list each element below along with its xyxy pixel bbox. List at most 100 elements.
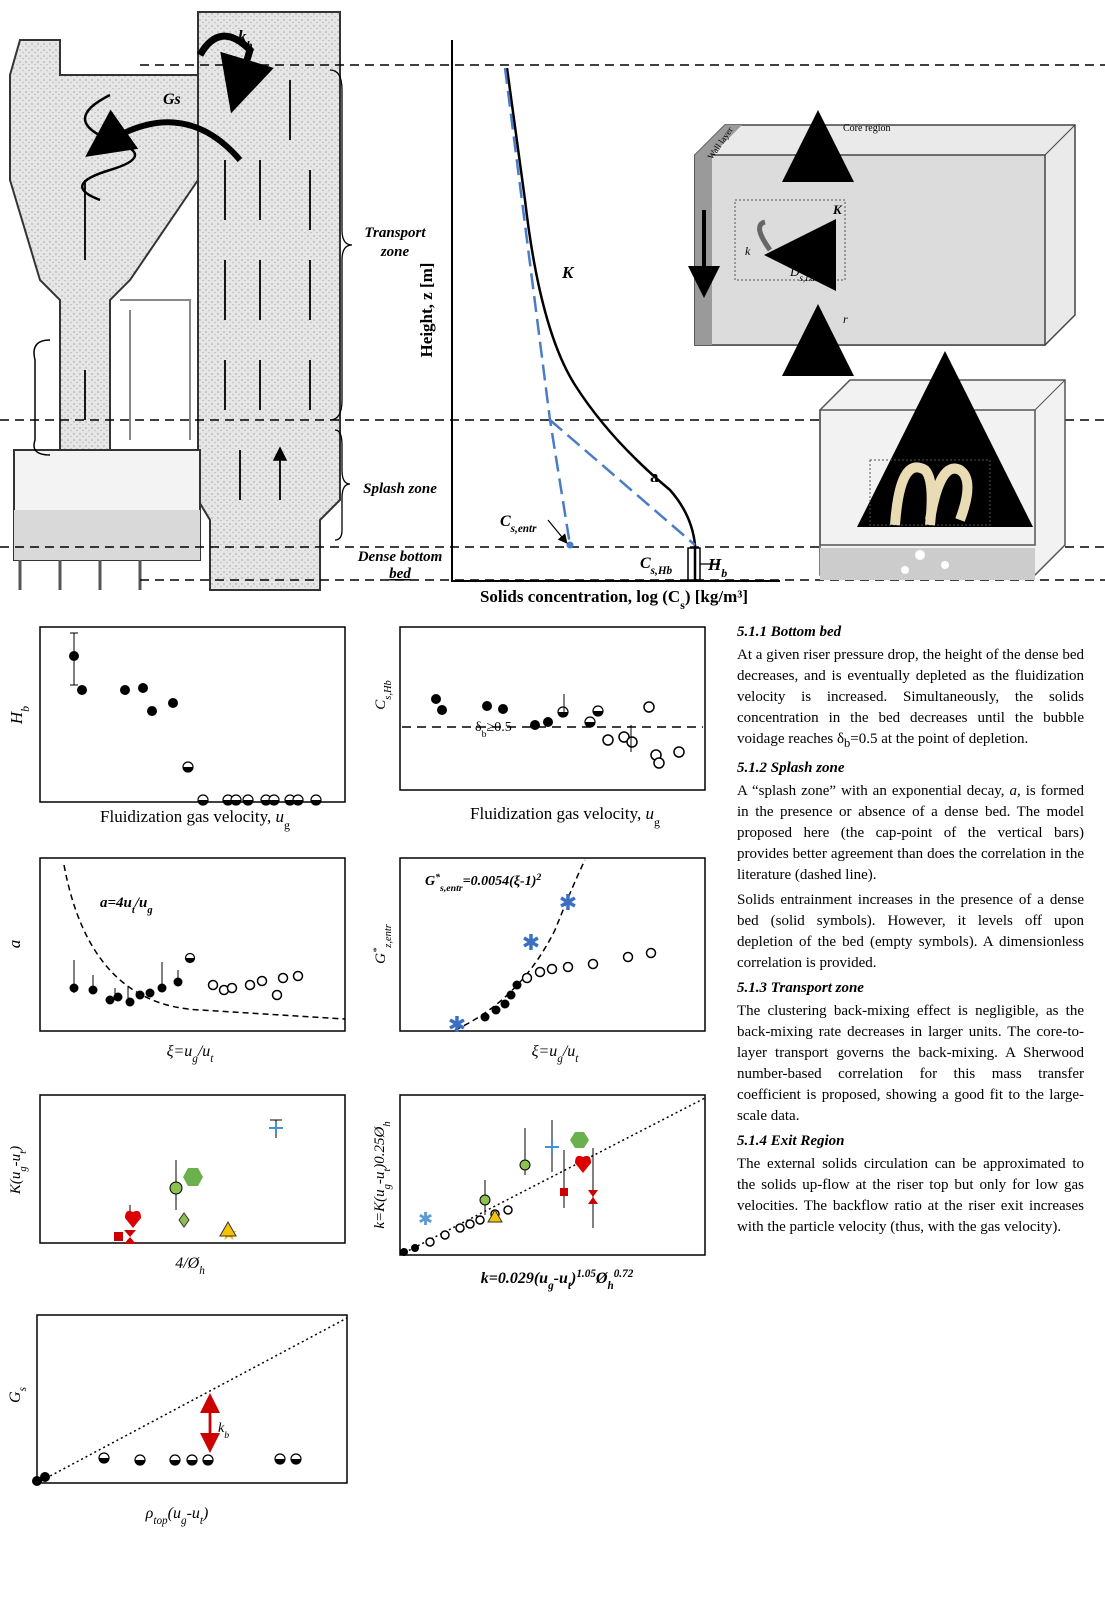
text-part: δ (475, 720, 482, 735)
text-part: t (18, 1150, 29, 1154)
annotation: δb≥0.5 (475, 720, 512, 740)
text-part: Solids entrainment increases in the pres… (737, 892, 1084, 971)
text-part: t (200, 1515, 204, 1527)
text-part: s (17, 1386, 29, 1391)
annotation: kb (218, 1421, 229, 1441)
section-heading: 5.1.4 Exit Region (737, 1133, 845, 1149)
svg-text:✱: ✱ (448, 1012, 466, 1037)
svg-text:✱: ✱ (559, 890, 577, 915)
text-part: z,entr (383, 923, 394, 949)
text-part: ) [kg/m³] (685, 587, 748, 606)
x-axis-label: ρtop(ug-ut) (145, 1505, 209, 1527)
text-part: top (153, 1515, 168, 1527)
text-part: k=K(u (372, 1189, 388, 1228)
box-label: r (843, 312, 848, 326)
text-part: -u (554, 1270, 568, 1287)
curve-label: Cs,entr (500, 513, 537, 535)
paragraph: At a given riser pressure drop, the heig… (737, 645, 1084, 754)
curve-label: a (650, 467, 659, 486)
text-part: s (680, 598, 685, 612)
text-part: D (789, 264, 800, 279)
text-part: g (284, 818, 290, 832)
text-part: t (575, 1053, 579, 1065)
text-part: u (646, 804, 655, 823)
text-part: g (547, 1280, 554, 1292)
y-axis-label: a (5, 940, 24, 949)
text-part: s,entr (510, 523, 537, 535)
text-part: 2 (535, 872, 541, 883)
zone-label: Transport (364, 225, 426, 241)
x-axis-label: ξ=ug/ut (532, 1043, 580, 1065)
text-part: t (568, 1280, 572, 1292)
text-part: ρ (145, 1505, 154, 1522)
box-label: a (973, 454, 979, 466)
text-part: a (5, 940, 24, 949)
zone-label: Dense bottom (357, 549, 443, 565)
text-part: k (238, 27, 247, 46)
curve-label: Hb (707, 555, 727, 580)
entrainment-box: Gs,entr a (819, 351, 1066, 580)
box-label: Core region (843, 123, 891, 134)
text-part: Fluidization gas velocity, (100, 807, 275, 826)
plot: Gs ρtop(ug-ut) kb (7, 1314, 348, 1527)
text-part: b (224, 1430, 229, 1441)
text-part: ξ=u (167, 1043, 193, 1060)
y-axis-label: Cs,Hb (373, 680, 394, 710)
plot: K(ug-ut) 4/Øh ★ (8, 1094, 346, 1277)
text-part: )0.25Ø (372, 1125, 388, 1169)
text-part: =0.5 at the point of depletion. (850, 731, 1029, 747)
plot: Cs,Hb Fluidization gas velocity, ug δb≥0… (373, 626, 706, 829)
text-part: (u (168, 1505, 181, 1522)
text-part: g (382, 1184, 393, 1189)
text-column: 5.1.1 Bottom bed At a given riser pressur… (737, 618, 1084, 1242)
box-label: k (745, 244, 751, 258)
section-heading: 5.1.2 Splash zone (737, 760, 845, 776)
boiler-diagram: kb Gs Transport zone Splash zone Dense b… (9, 11, 450, 591)
curve-label: K (561, 263, 575, 282)
box-label: K (832, 202, 843, 217)
text-part: , is formed in the presence or absence o… (737, 783, 1084, 883)
text-part: b (482, 729, 487, 740)
text-part: g (181, 1515, 187, 1527)
text-part: g (192, 1053, 198, 1065)
text-part: C (373, 699, 389, 710)
text-part: a=4u (100, 895, 132, 911)
section-heading: 5.1.1 Bottom bed (737, 624, 842, 640)
x-axis-label: k=0.029(ug-ut)1.05Øh0.72 (481, 1268, 634, 1292)
text-part: g (146, 905, 152, 916)
text-part: b (721, 566, 727, 580)
plot: k=K(ug-ut)0.25Øh k=0.029(ug-ut)1.05Øh0.7… (372, 1094, 706, 1292)
zone-label: Splash zone (363, 481, 437, 497)
text-part: b (247, 38, 253, 52)
text-part: ξ=u (532, 1043, 558, 1060)
y-axis-label: K(ug-ut) (8, 1146, 29, 1195)
text-part: g (18, 1166, 29, 1171)
text-part: The clustering back-mixing effect is neg… (737, 1003, 1084, 1124)
curve-label: Cs,Hb (640, 555, 673, 577)
text-part: ) (569, 1270, 576, 1287)
text-part: h (382, 1121, 393, 1126)
text-part: 0.72 (614, 1268, 634, 1280)
text-part: A “splash zone” with an exponential deca… (737, 783, 1010, 799)
text-part: Fluidization gas velocity, (470, 804, 645, 823)
text-part: 1.05 (576, 1268, 596, 1280)
text-part: t (210, 1053, 214, 1065)
x-axis-label: 4/Øh (175, 1255, 205, 1277)
gs-label: Gs (163, 91, 181, 108)
text-part: Solids concentration, log (C (480, 587, 680, 606)
y-axis-label: Height, z [m] (417, 263, 436, 358)
text-part: /u (562, 1043, 575, 1060)
text-part: =0.0054(ξ-1) (463, 874, 537, 889)
text-part: ) (8, 1146, 24, 1152)
text-part: G (425, 874, 435, 889)
text-part: Ø (595, 1270, 609, 1287)
zone-label: bed (389, 566, 411, 582)
text-part: G (7, 1391, 24, 1403)
text-part: C (640, 555, 651, 572)
paragraph: A “splash zone” with an exponential deca… (737, 781, 1084, 886)
x-axis-label: ξ=ug/ut (167, 1043, 215, 1065)
text-part: -u (372, 1172, 388, 1185)
text-part: /u (134, 895, 148, 911)
text-part: ≥0.5 (487, 720, 512, 735)
